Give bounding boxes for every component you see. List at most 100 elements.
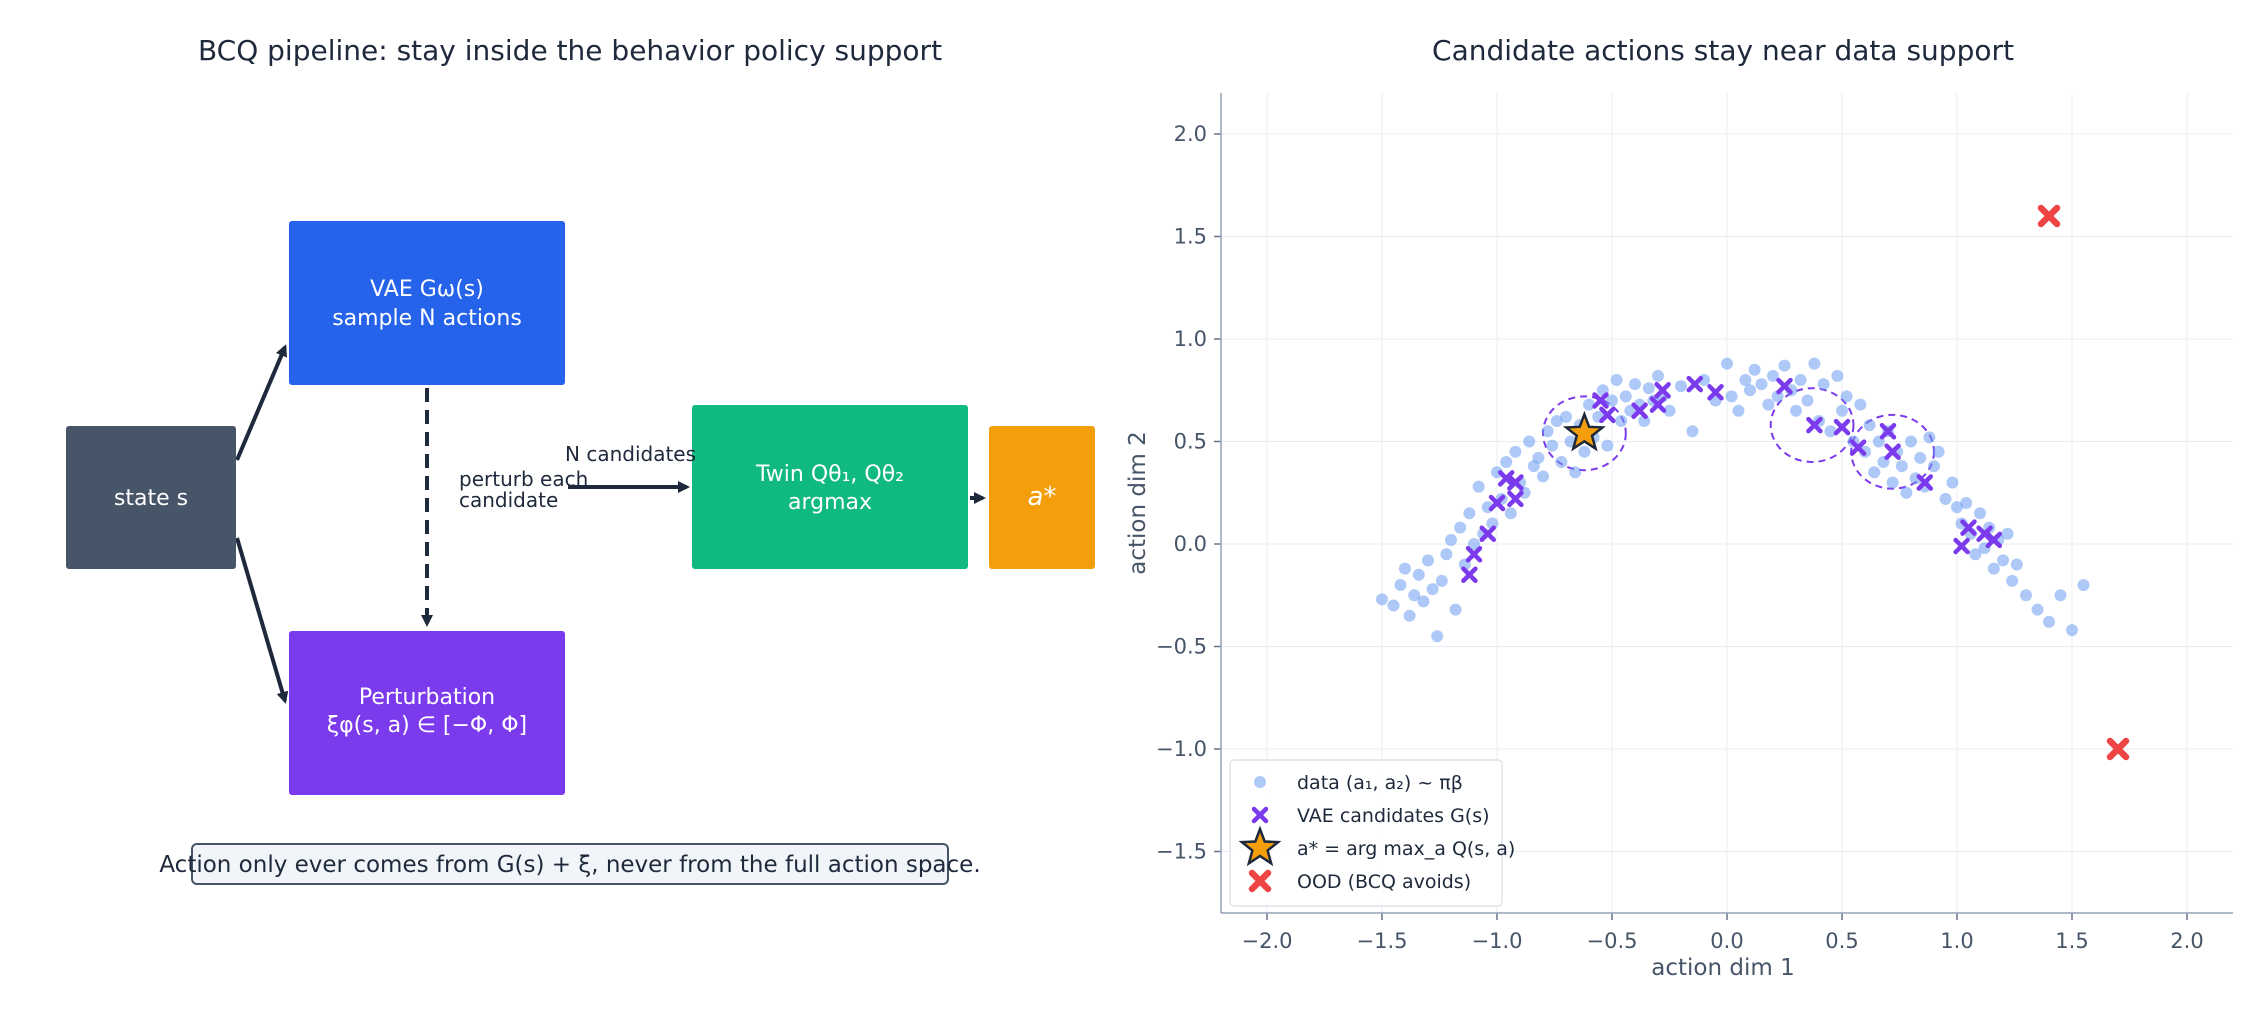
grid xyxy=(1221,93,2233,913)
vae-candidate-point-stroke-b xyxy=(1806,416,1823,434)
data-point xyxy=(1817,378,1830,391)
data-point xyxy=(1606,394,1618,407)
vae-candidate-point-stroke-b xyxy=(1884,443,1901,460)
data-point xyxy=(1440,548,1453,561)
vae-candidate-point xyxy=(1654,382,1671,399)
state-box xyxy=(66,426,236,569)
data-point xyxy=(1541,425,1554,438)
x-tick-label: −0.5 xyxy=(1587,929,1638,953)
vae-candidate-point xyxy=(1479,525,1497,542)
vae-candidate-point-stroke-b xyxy=(1776,377,1793,395)
pipeline-diagram: BCQ pipeline: stay inside the behavior p… xyxy=(66,34,1095,885)
vae-candidate-point-stroke-b xyxy=(1488,494,1506,512)
state-box-label: state s xyxy=(114,486,188,511)
data-point xyxy=(1624,404,1637,417)
data-point xyxy=(1997,554,2009,567)
x-tick-label: 0.0 xyxy=(1710,929,1743,953)
vae-box-line2: sample N actions xyxy=(332,306,522,331)
astar-box-label: a* xyxy=(1028,482,1057,512)
data-point xyxy=(1739,374,1752,386)
ood-point xyxy=(2106,737,2130,761)
arrow-state-to-vae xyxy=(235,344,288,461)
data-point xyxy=(2054,589,2067,602)
data-point xyxy=(1578,445,1591,458)
astar-point xyxy=(1562,410,1606,452)
twinq-box-line1: Twin Qθ₁, Qθ₂ xyxy=(755,462,904,487)
data-point xyxy=(1394,579,1407,591)
data-point xyxy=(1836,404,1848,417)
vae-candidate-point-stroke-b xyxy=(1960,519,1977,536)
candidate-cluster-circle xyxy=(1769,387,1855,464)
data-point xyxy=(1794,374,1807,386)
data-point xyxy=(1863,419,1876,432)
data-point xyxy=(1426,583,1439,596)
data-point xyxy=(1445,533,1457,546)
vae-candidate-point-stroke-b xyxy=(1507,490,1524,508)
vae-candidate-point xyxy=(1507,490,1524,508)
axes: −2.0 −1.5 −1.0 −0.5 0.0 0.5 1.0 1.5 2.0 −1.5 −1.0 −… xyxy=(1156,93,2233,953)
y-tick-label: 2.0 xyxy=(1174,122,1207,146)
data-point xyxy=(1762,398,1775,411)
data-point xyxy=(1790,404,1802,417)
data-point xyxy=(2031,603,2044,616)
perturb-each-label-2: candidate xyxy=(459,488,558,512)
data-point xyxy=(1932,445,1945,458)
vae-candidate-point-stroke-b xyxy=(1976,525,1993,542)
perturbation-box-line1: Perturbation xyxy=(359,685,495,710)
data-point xyxy=(1546,439,1559,452)
data-point xyxy=(1675,380,1687,393)
n-candidates-label: N candidates xyxy=(565,442,696,466)
data-point xyxy=(1801,394,1814,407)
vae-candidate-point xyxy=(1849,439,1867,456)
data-point xyxy=(1435,574,1448,587)
vae-candidate-point-stroke-b xyxy=(1461,566,1478,583)
data-point xyxy=(1468,538,1480,550)
data-point xyxy=(1629,378,1641,391)
data-point xyxy=(1550,415,1563,427)
data-point xyxy=(1532,451,1545,464)
perturbation-box xyxy=(289,631,565,795)
data-point xyxy=(1619,390,1632,403)
data-point xyxy=(1555,456,1568,468)
data-point xyxy=(1928,460,1940,473)
data-point xyxy=(1923,431,1936,444)
vae-candidate-point xyxy=(1649,396,1667,413)
legend-data-label: data (a₁, a₂) ~ πβ xyxy=(1297,772,1463,794)
perturb-each-label: perturb each xyxy=(459,467,588,491)
vae-candidate-point-stroke-b xyxy=(1649,396,1667,413)
vae-candidate-point xyxy=(1465,546,1483,563)
legend-astar-label: a* = arg max_a Q(s, a) xyxy=(1297,838,1515,860)
data-point xyxy=(1969,548,1982,561)
legend-astar-marker xyxy=(1238,825,1282,867)
legend-data-marker xyxy=(1254,776,1266,788)
vae-candidate-point-stroke-b xyxy=(1953,537,1970,555)
vae-candidate-point xyxy=(1916,474,1934,491)
ood-point-stroke-b xyxy=(2106,737,2130,761)
x-tick-label: −2.0 xyxy=(1242,929,1293,953)
twinq-box xyxy=(692,405,968,569)
x-tick-label: −1.0 xyxy=(1472,929,1523,953)
data-point xyxy=(1721,357,1733,370)
vae-candidate-point-stroke-b xyxy=(1916,474,1934,491)
data-point xyxy=(1748,363,1761,376)
data-point xyxy=(1987,562,2000,575)
vae-box-line1: VAE Gω(s) xyxy=(370,277,484,302)
data-point xyxy=(1951,501,1963,514)
data-point xyxy=(1449,603,1462,616)
vae-candidate-point-stroke-b xyxy=(1707,384,1724,401)
vae-candidate-point-stroke-b xyxy=(1465,546,1483,563)
data-point xyxy=(1569,466,1582,479)
data-point xyxy=(1900,486,1913,499)
data-point xyxy=(2066,624,2078,637)
data-point xyxy=(1840,390,1853,403)
data-point xyxy=(1886,476,1899,489)
data-point xyxy=(1610,374,1623,386)
data-point xyxy=(1601,439,1614,452)
data-point xyxy=(1500,456,1513,468)
vae-candidate-point xyxy=(1686,375,1704,393)
y-axis-label: action dim 2 xyxy=(1125,431,1151,574)
data-point xyxy=(1537,470,1549,483)
data-point xyxy=(1615,415,1628,427)
vae-candidate-point-stroke-b xyxy=(1849,439,1867,456)
note-box xyxy=(191,843,949,885)
